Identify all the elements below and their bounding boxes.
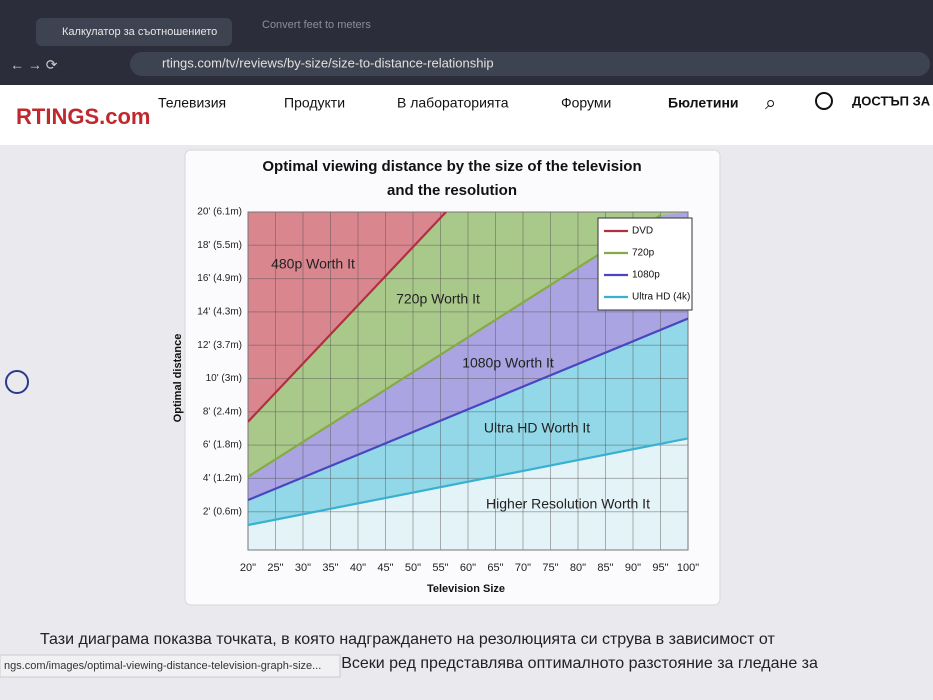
- x-axis-label: Television Size: [427, 583, 505, 595]
- x-tick-label: 40": [350, 562, 366, 574]
- tab[interactable]: [36, 18, 232, 46]
- region-label: 720p Worth It: [396, 291, 480, 307]
- site-header: [0, 85, 933, 145]
- region: [248, 212, 688, 550]
- globe-icon[interactable]: [815, 92, 833, 110]
- nav-item[interactable]: Форуми: [561, 95, 611, 111]
- status-bar: [0, 654, 341, 678]
- y-tick-label: 6' (1.8m): [203, 440, 242, 451]
- nav-item[interactable]: Бюлетини: [668, 95, 739, 111]
- legend-label: DVD: [632, 226, 653, 237]
- series-line: [248, 212, 447, 423]
- nav-item[interactable]: Телевизия: [158, 95, 226, 111]
- x-tick-label: 80": [570, 562, 586, 574]
- access-link[interactable]: ДОСТЪП ЗА: [852, 93, 931, 108]
- y-tick-label: 2' (0.6m): [203, 506, 242, 517]
- tab-title: Калкулатор за съотношението: [62, 26, 217, 38]
- x-tick-label: 65": [487, 562, 503, 574]
- x-tick-label: 95": [652, 562, 668, 574]
- y-tick-label: 12' (3.7m): [197, 340, 242, 351]
- legend-label: Ultra HD (4k): [632, 292, 690, 303]
- x-tick-label: 30": [295, 562, 311, 574]
- logo[interactable]: RTINGS.com: [16, 104, 150, 129]
- y-tick-label: 8' (2.4m): [203, 406, 242, 417]
- region-label: Higher Resolution Worth It: [486, 496, 650, 512]
- nav-item[interactable]: Продукти: [284, 95, 345, 111]
- address-bar[interactable]: [130, 52, 930, 76]
- nav-buttons[interactable]: ← → ⟳: [10, 57, 58, 73]
- x-tick-label: 100": [677, 562, 699, 574]
- x-tick-label: 90": [625, 562, 641, 574]
- x-tick-label: 35": [322, 562, 338, 574]
- series-line: [248, 317, 688, 502]
- y-tick-label: 18' (5.5m): [197, 240, 242, 251]
- legend-label: 1080p: [632, 270, 660, 281]
- legend-label: 720p: [632, 248, 655, 259]
- x-tick-label: 20": [240, 562, 256, 574]
- y-tick-label: 4' (1.2m): [203, 473, 242, 484]
- x-tick-label: 25": [267, 562, 283, 574]
- series-line: [248, 437, 688, 527]
- x-tick-label: 60": [460, 562, 476, 574]
- x-tick-label: 45": [377, 562, 393, 574]
- status-url: ngs.com/images/optimal-viewing-distance-…: [4, 660, 321, 672]
- plot-frame: [247, 211, 689, 551]
- url: rtings.com/tv/reviews/by-size/size-to-di…: [162, 55, 494, 70]
- series-line: [248, 214, 662, 478]
- search-icon[interactable]: ⌕: [765, 92, 776, 114]
- x-tick-label: 75": [542, 562, 558, 574]
- tab-title[interactable]: Convert feet to meters: [262, 19, 371, 31]
- region-label: 1080p Worth It: [462, 355, 554, 371]
- chart-title: and the resolution: [387, 182, 517, 199]
- x-tick-label: 55": [432, 562, 448, 574]
- y-tick-label: 14' (4.3m): [197, 307, 242, 318]
- nav-item[interactable]: В лабораторията: [397, 95, 509, 111]
- x-tick-label: 85": [597, 562, 613, 574]
- x-tick-label: 50": [405, 562, 421, 574]
- y-tick-label: 10' (3m): [206, 373, 242, 384]
- y-tick-label: 16' (4.9m): [197, 273, 242, 284]
- y-axis-label: Optimal distance: [172, 334, 184, 423]
- chart-title: Optimal viewing distance by the size of …: [262, 158, 641, 175]
- paragraph-line: Тази диаграма показва точката, в която н…: [40, 631, 775, 648]
- y-tick-label: 20' (6.1m): [197, 207, 242, 218]
- x-tick-label: 70": [515, 562, 531, 574]
- toc-icon[interactable]: [5, 370, 29, 394]
- region-label: Ultra HD Worth It: [484, 420, 590, 436]
- regions: [248, 212, 688, 550]
- legend: [597, 217, 693, 311]
- region-label: 480p Worth It: [271, 256, 355, 272]
